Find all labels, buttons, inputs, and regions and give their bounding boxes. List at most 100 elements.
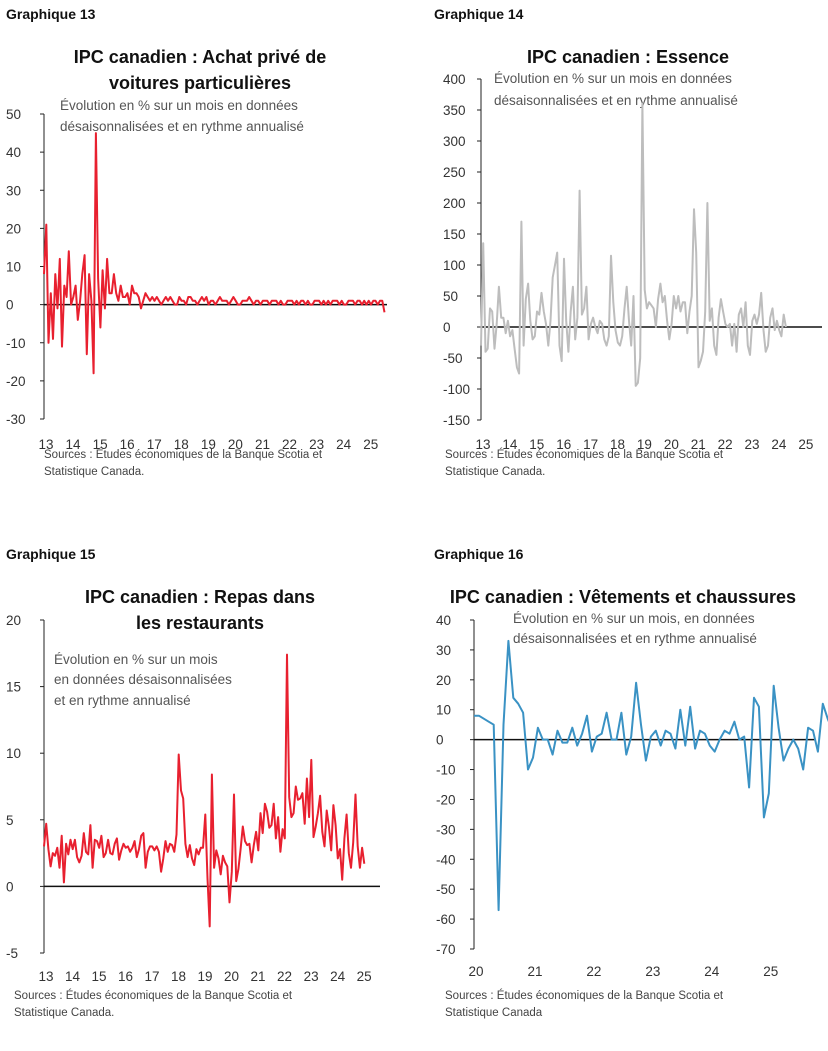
x-tick-label: 18	[174, 437, 189, 452]
x-tick-label: 13	[475, 437, 490, 452]
y-tick-label: -10	[436, 763, 456, 778]
y-tick-label: 20	[6, 221, 21, 236]
source-note: Statistique Canada.	[44, 466, 144, 478]
chart-number-label: Graphique 15	[6, 546, 96, 562]
y-tick-label: 100	[443, 258, 466, 273]
y-tick-label: 0	[436, 733, 444, 748]
x-tick-label: 15	[93, 437, 108, 452]
source-note: Statistique Canada.	[445, 466, 545, 478]
x-tick-label: 20	[468, 964, 483, 979]
y-tick-label: 0	[443, 320, 451, 335]
x-tick-label: 14	[65, 969, 81, 984]
x-tick-label: 19	[637, 437, 652, 452]
chart-note: désaisonnalisées et en rythme annualisé	[60, 119, 304, 134]
y-tick-label: 10	[6, 260, 21, 275]
x-tick-label: 18	[171, 969, 186, 984]
y-tick-label: -100	[443, 382, 470, 397]
x-tick-label: 23	[645, 964, 660, 979]
x-tick-label: 24	[771, 437, 787, 452]
chart-number-label: Graphique 14	[434, 6, 524, 22]
x-tick-label: 22	[586, 964, 601, 979]
y-tick-label: 300	[443, 134, 466, 149]
chart-panel-2: Graphique 14 IPC canadien : Essence Évolu…	[428, 0, 828, 511]
x-tick-label: 14	[502, 437, 518, 452]
x-tick-label: 24	[330, 969, 346, 984]
y-tick-label: 50	[443, 289, 458, 304]
source-note: Sources : Études économiques de la Banqu…	[445, 989, 724, 1002]
x-tick-label: 14	[66, 437, 82, 452]
y-tick-label: 150	[443, 227, 466, 242]
x-tick-label: 25	[763, 964, 778, 979]
y-tick-label: -20	[436, 792, 456, 807]
chart-number-label: Graphique 16	[434, 546, 524, 562]
series-line	[43, 132, 386, 375]
x-tick-label: 25	[363, 437, 378, 452]
source-note: Statistique Canada.	[14, 1007, 114, 1019]
x-tick-label: 23	[745, 437, 760, 452]
y-tick-label: 15	[6, 680, 21, 695]
y-tick-label: 5	[6, 813, 14, 828]
source-note: Statistique Canada	[445, 1007, 543, 1019]
y-tick-label: 40	[436, 613, 451, 628]
y-tick-label: -70	[436, 942, 456, 957]
y-tick-label: 250	[443, 165, 466, 180]
y-tick-label: -150	[443, 413, 470, 428]
x-tick-label: 21	[527, 964, 542, 979]
series-line	[474, 639, 828, 912]
y-tick-label: -5	[6, 946, 18, 961]
x-tick-label: 15	[529, 437, 544, 452]
y-tick-label: -10	[6, 336, 26, 351]
x-tick-label: 21	[255, 437, 270, 452]
chart-note: Évolution en % sur un mois en données	[60, 98, 298, 113]
series-line	[480, 102, 787, 387]
y-tick-label: 0	[6, 879, 14, 894]
y-tick-label: 350	[443, 103, 466, 118]
chart-note: et en rythme annualisé	[54, 693, 191, 708]
x-tick-label: 22	[277, 969, 292, 984]
chart-note: Évolution en % sur un mois, en données	[513, 611, 755, 626]
source-note: Sources : Études économiques de la Banqu…	[14, 989, 293, 1002]
chart-panel-3: Graphique 15 IPC canadien : Repas dans le…	[0, 540, 414, 1051]
x-tick-label: 21	[251, 969, 266, 984]
chart-title: IPC canadien : Repas dans	[85, 587, 315, 607]
chart-svg: IPC canadien : Achat privé de voitures pa…	[6, 47, 387, 478]
x-tick-label: 18	[610, 437, 625, 452]
chart-panel-1: Graphique 13 IPC canadien : Achat privé …	[0, 0, 414, 511]
y-tick-label: 10	[436, 703, 451, 718]
y-tick-label: 10	[6, 746, 21, 761]
chart-title: les restaurants	[136, 613, 264, 633]
chart-note: Évolution en % sur un mois	[54, 652, 218, 667]
y-tick-label: 20	[6, 613, 21, 628]
x-tick-label: 25	[357, 969, 372, 984]
x-tick-label: 20	[228, 437, 243, 452]
x-tick-label: 22	[282, 437, 297, 452]
x-tick-label: 23	[309, 437, 324, 452]
x-tick-label: 16	[556, 437, 571, 452]
chart-svg: IPC canadien : Repas dans les restaurants…	[6, 587, 380, 1019]
source-note: Sources : Études économiques de la Banqu…	[445, 448, 724, 461]
x-tick-label: 13	[38, 969, 53, 984]
x-tick-label: 25	[798, 437, 813, 452]
y-tick-label: -30	[6, 412, 26, 427]
x-tick-label: 17	[147, 437, 162, 452]
y-tick-label: -50	[436, 882, 456, 897]
x-tick-label: 13	[38, 437, 53, 452]
y-tick-label: 200	[443, 196, 466, 211]
chart-number-label: Graphique 13	[6, 6, 96, 22]
y-tick-label: 30	[6, 183, 21, 198]
x-tick-label: 20	[664, 437, 679, 452]
chart-note: en données désaisonnalisées	[54, 672, 232, 687]
chart-note: désaisonnalisées et en rythme annualisé	[494, 93, 738, 108]
x-tick-label: 15	[92, 969, 107, 984]
chart-svg: IPC canadien : Vêtements et chaussures Év…	[436, 587, 828, 1019]
y-tick-label: 20	[436, 673, 451, 688]
chart-note: désaisonnalisées et en rythme annualisé	[513, 631, 757, 646]
y-tick-label: 400	[443, 72, 466, 87]
chart-svg: IPC canadien : Essence Évolution en % sur…	[443, 47, 822, 478]
x-tick-label: 17	[583, 437, 598, 452]
y-tick-label: -40	[436, 852, 456, 867]
chart-title: IPC canadien : Achat privé de	[74, 47, 326, 67]
x-tick-label: 24	[704, 964, 720, 979]
y-tick-label: 50	[6, 107, 21, 122]
source-note: Sources : Études économiques de la Banqu…	[44, 448, 323, 461]
